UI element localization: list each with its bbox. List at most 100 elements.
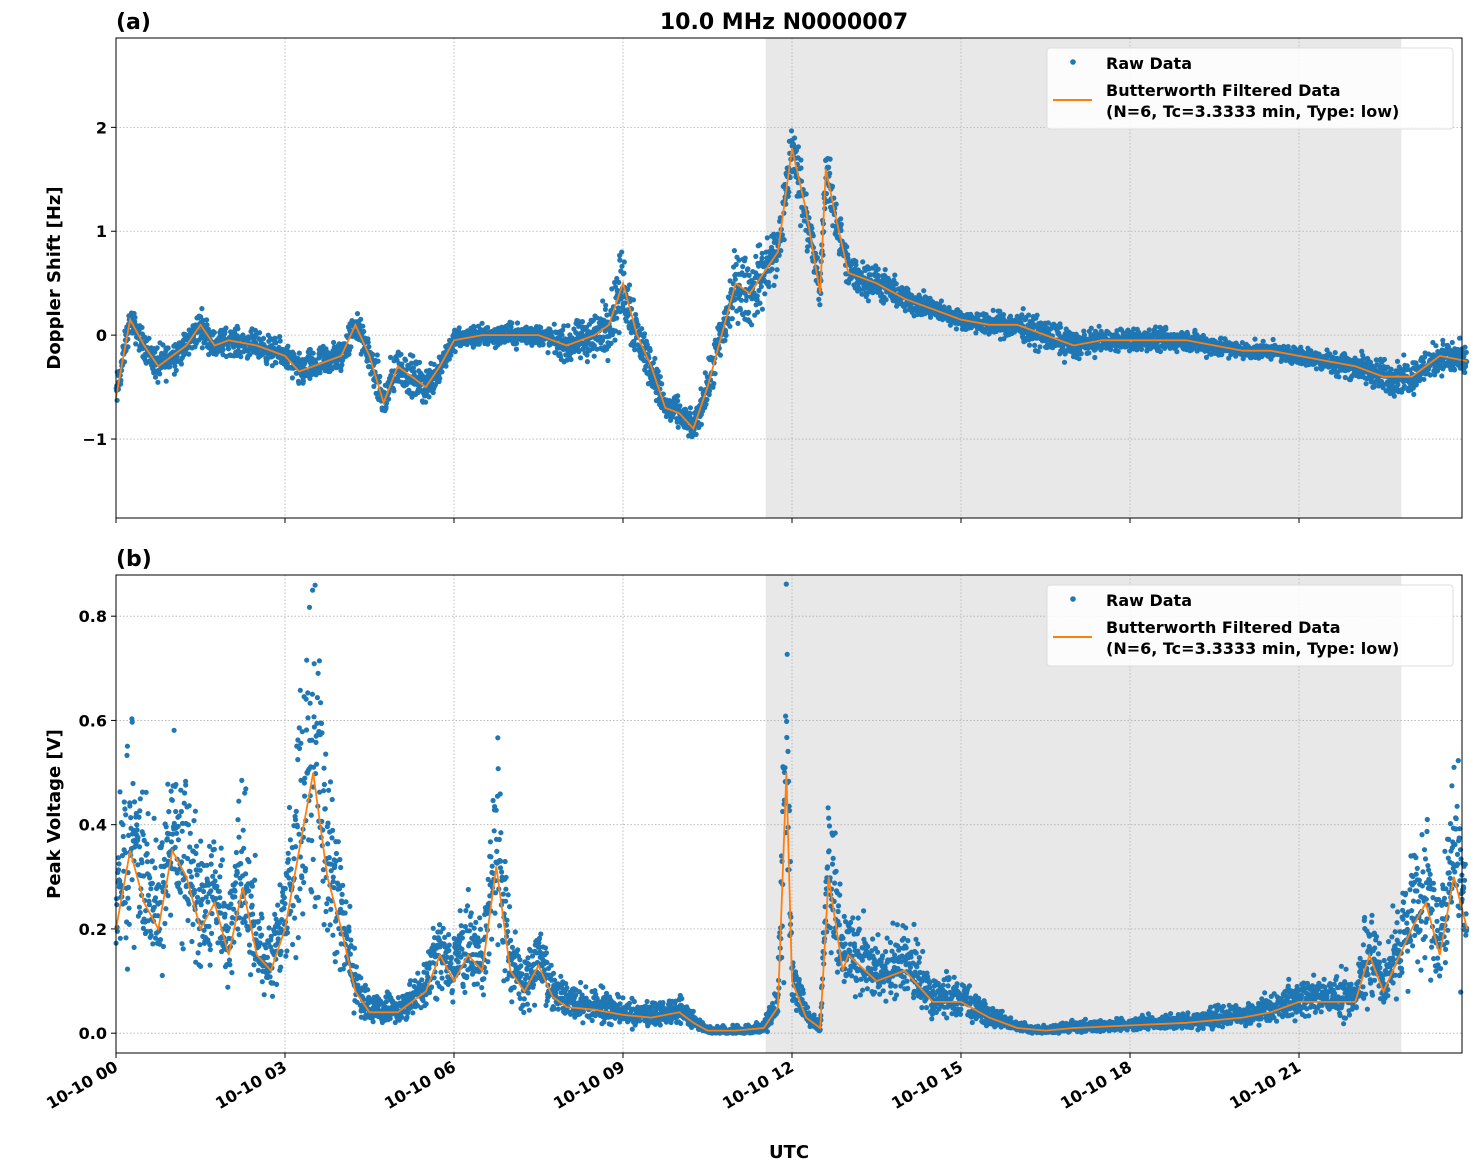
raw-data-point	[1157, 348, 1163, 355]
raw-data-point	[199, 306, 205, 312]
raw-data-point	[383, 404, 389, 410]
raw-data-point	[409, 394, 415, 400]
raw-data-point	[1076, 356, 1082, 362]
raw-data-point	[222, 911, 228, 917]
raw-data-point	[1057, 324, 1064, 330]
raw-data-point	[136, 904, 142, 910]
raw-data-point	[617, 257, 623, 263]
raw-data-point	[745, 266, 751, 272]
raw-data-point	[1363, 381, 1369, 387]
raw-data-point	[178, 361, 184, 367]
raw-data-point	[247, 352, 253, 358]
raw-data-point	[731, 248, 738, 254]
raw-data-point	[120, 822, 126, 828]
raw-data-point	[788, 128, 795, 134]
raw-data-point	[115, 867, 122, 873]
legend-filtered-label: Butterworth Filtered Data	[1106, 81, 1341, 100]
raw-data-point	[675, 398, 681, 404]
raw-data-point	[754, 293, 760, 299]
raw-data-point	[176, 880, 182, 886]
raw-data-point	[652, 355, 658, 362]
raw-data-point	[1332, 350, 1338, 356]
raw-data-point	[1252, 336, 1258, 342]
raw-data-point	[154, 345, 160, 351]
raw-data-point	[164, 836, 170, 842]
raw-data-point	[129, 877, 135, 883]
raw-data-point	[226, 957, 233, 963]
raw-data-point	[729, 316, 735, 322]
raw-data-point	[146, 335, 152, 341]
raw-data-point	[371, 383, 377, 389]
raw-data-point	[329, 366, 335, 372]
panel-b: 0.00.20.40.60.8(b)Peak Voltage [V]Raw Da…	[43, 547, 1470, 1113]
raw-data-point	[296, 350, 302, 356]
raw-data-point	[165, 345, 171, 351]
raw-data-point	[740, 264, 746, 270]
raw-data-point	[277, 334, 283, 340]
raw-data-point	[584, 359, 591, 365]
raw-data-point	[1174, 349, 1180, 355]
raw-data-point	[234, 352, 240, 358]
raw-data-point	[603, 302, 609, 308]
raw-data-point	[766, 283, 772, 290]
raw-data-point	[578, 355, 584, 361]
raw-data-point	[317, 370, 323, 376]
raw-data-point	[117, 789, 123, 795]
raw-data-point	[199, 345, 205, 351]
raw-data-point	[159, 972, 165, 979]
raw-data-point	[193, 850, 199, 857]
raw-data-point	[145, 892, 151, 898]
raw-data-point	[211, 839, 217, 845]
raw-data-point	[186, 351, 192, 357]
raw-data-point	[759, 306, 766, 312]
raw-data-point	[212, 869, 218, 875]
raw-data-point	[717, 352, 724, 358]
raw-data-point	[875, 266, 881, 272]
raw-data-point	[201, 888, 207, 895]
raw-data-point	[172, 363, 178, 369]
raw-data-point	[148, 886, 154, 892]
raw-data-point	[180, 946, 186, 952]
raw-data-point	[208, 861, 214, 867]
raw-data-point	[176, 813, 182, 819]
legend-filtered-params: (N=6, Tc=3.3333 min, Type: low)	[1106, 102, 1399, 121]
raw-data-point	[514, 320, 521, 326]
raw-data-point	[208, 853, 214, 859]
raw-data-point	[698, 421, 705, 427]
raw-data-point	[1146, 327, 1152, 333]
y-tick-label: 0.4	[79, 816, 107, 835]
raw-data-point	[208, 888, 214, 894]
raw-data-point	[229, 920, 235, 926]
raw-data-point	[814, 255, 821, 261]
raw-data-point	[565, 323, 571, 329]
y-tick-label: 0.6	[79, 711, 107, 730]
raw-data-point	[641, 331, 648, 337]
raw-data-point	[391, 388, 397, 394]
raw-data-point	[1388, 366, 1394, 372]
raw-data-point	[377, 373, 383, 380]
raw-data-point	[675, 393, 681, 399]
raw-data-point	[375, 358, 381, 364]
legend-raw-label: Raw Data	[1106, 54, 1192, 73]
raw-data-point	[212, 878, 218, 884]
legend-raw-marker	[1070, 59, 1076, 65]
raw-data-point	[139, 324, 145, 331]
raw-data-point	[233, 849, 239, 856]
raw-data-point	[759, 255, 765, 261]
raw-data-point	[163, 906, 169, 912]
raw-data-point	[124, 966, 131, 972]
raw-data-point	[143, 789, 149, 795]
raw-data-point	[732, 276, 738, 282]
raw-data-point	[155, 379, 161, 385]
raw-data-point	[173, 367, 179, 373]
raw-data-point	[234, 870, 240, 876]
raw-data-point	[657, 374, 663, 380]
raw-data-point	[175, 837, 181, 843]
raw-data-point	[338, 367, 344, 374]
raw-data-point	[125, 344, 131, 350]
raw-data-point	[348, 344, 354, 350]
raw-data-point	[838, 221, 844, 227]
raw-data-point	[149, 858, 155, 864]
raw-data-point	[137, 808, 143, 814]
raw-data-point	[132, 314, 138, 321]
